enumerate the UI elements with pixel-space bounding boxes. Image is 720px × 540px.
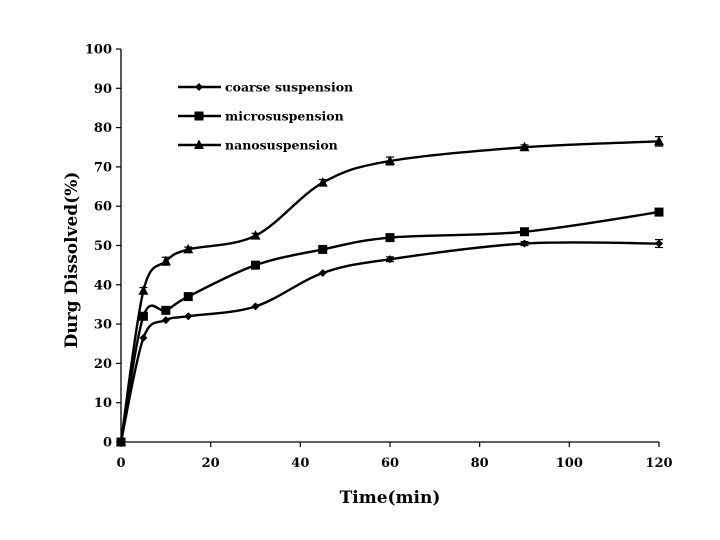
data-point bbox=[319, 269, 327, 277]
y-tick-label: 30 bbox=[94, 318, 112, 333]
y-tick-label: 10 bbox=[94, 396, 112, 411]
x-tick-label: 0 bbox=[116, 456, 125, 471]
legend-item: nanosuspension bbox=[178, 138, 338, 153]
legend-label: coarse suspension bbox=[225, 80, 353, 95]
axes bbox=[121, 49, 659, 442]
y-tick-label: 0 bbox=[103, 436, 112, 451]
legend-item: coarse suspension bbox=[178, 80, 353, 95]
y-tick-label: 50 bbox=[94, 239, 112, 254]
y-ticks: 0 10 20 30 40 50 60 70 80 90 100 bbox=[85, 43, 121, 451]
y-tick-label: 20 bbox=[94, 357, 112, 372]
series-diamond bbox=[117, 240, 663, 446]
y-tick-label: 40 bbox=[94, 278, 112, 293]
y-tick-label: 80 bbox=[94, 121, 112, 136]
legend: coarse suspension microsuspension nanosusp… bbox=[178, 80, 353, 153]
y-tick-label: 100 bbox=[85, 43, 112, 58]
data-point bbox=[252, 302, 260, 310]
legend-label: microsuspension bbox=[225, 109, 344, 124]
series-line bbox=[121, 242, 659, 442]
x-ticks: 0 20 40 60 80 100 120 bbox=[116, 442, 672, 471]
data-point bbox=[251, 261, 260, 270]
x-tick-label: 120 bbox=[645, 456, 672, 471]
data-point bbox=[139, 334, 147, 342]
data-point bbox=[520, 227, 529, 236]
data-point bbox=[655, 240, 663, 248]
data-point bbox=[161, 306, 170, 315]
data-point bbox=[318, 245, 327, 254]
x-tick-label: 20 bbox=[202, 456, 220, 471]
data-point bbox=[386, 233, 395, 242]
y-tick-label: 60 bbox=[94, 200, 112, 215]
data-point bbox=[655, 208, 664, 217]
data-point bbox=[162, 316, 170, 324]
x-tick-label: 40 bbox=[291, 456, 309, 471]
x-tick-label: 100 bbox=[556, 456, 583, 471]
y-axis-title: Durg Dissolved(%) bbox=[62, 172, 82, 349]
x-tick-label: 60 bbox=[381, 456, 399, 471]
legend-label: nanosuspension bbox=[225, 138, 338, 153]
x-tick-label: 80 bbox=[471, 456, 489, 471]
data-point bbox=[184, 312, 192, 320]
legend-marker bbox=[195, 112, 204, 121]
legend-marker bbox=[195, 83, 203, 91]
y-tick-label: 70 bbox=[94, 160, 112, 175]
x-axis-title: Time(min) bbox=[340, 488, 441, 508]
legend-item: microsuspension bbox=[178, 109, 344, 124]
data-point bbox=[138, 285, 148, 295]
series-line bbox=[121, 141, 659, 442]
series-layer bbox=[116, 136, 664, 447]
data-point bbox=[184, 292, 193, 301]
data-point bbox=[521, 240, 529, 248]
y-tick-label: 90 bbox=[94, 82, 112, 97]
dissolution-chart: 0 10 20 30 40 50 60 70 80 90 100 0 20 40 60 80 100 120 c… bbox=[0, 0, 720, 540]
